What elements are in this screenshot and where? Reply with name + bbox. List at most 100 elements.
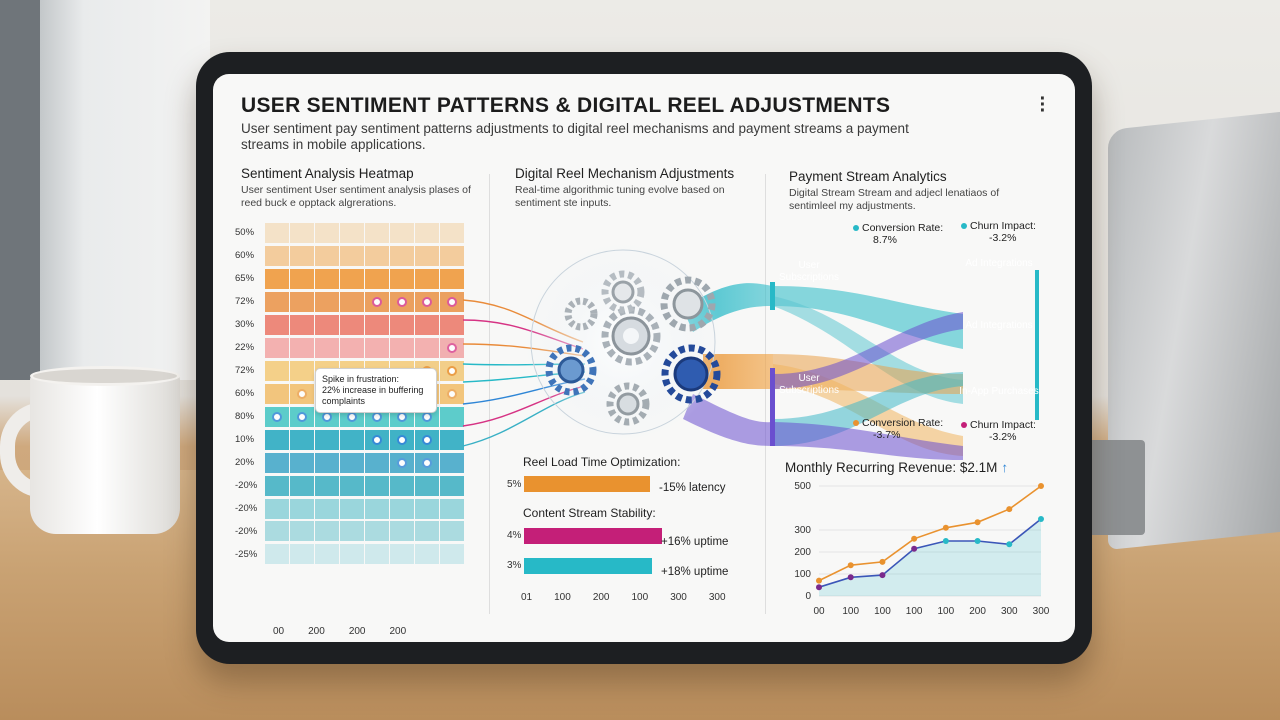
heatmap-marker (447, 342, 457, 353)
metric-value: -3.2% (989, 232, 1017, 244)
background-window (0, 0, 210, 380)
x-tick-label: 300 (1033, 606, 1050, 617)
heatmap-cell (390, 452, 414, 473)
heatmap-cell (265, 429, 289, 450)
metric-churn-top: Churn Impact: -3.2% (961, 220, 1036, 244)
heatmap-cell (315, 452, 339, 473)
dot-icon (853, 420, 859, 427)
window-frame (0, 0, 40, 380)
heatmap-cell (415, 544, 439, 565)
more-options-icon[interactable]: · · · (1039, 88, 1047, 122)
coffee-mug (30, 372, 180, 534)
heatmap-cell (315, 429, 339, 450)
y-tick-label: 500 (794, 481, 811, 492)
heatmap-cell (365, 429, 389, 450)
metric-label: Churn Impact: (970, 220, 1036, 232)
heatmap-row: 65% (235, 268, 465, 289)
heatmap-cell (265, 452, 289, 473)
heatmap-marker (447, 388, 457, 399)
heatmap-x-tick: 00 (273, 626, 285, 637)
data-point (816, 584, 822, 591)
heatmap-row: -20% (235, 521, 465, 542)
heatmap-cell (290, 337, 314, 358)
heatmap-marker (347, 411, 357, 422)
heatmap-marker (447, 296, 457, 307)
heatmap-cell (365, 268, 389, 289)
heatmap-cell (340, 245, 364, 266)
heatmap-cell (315, 337, 339, 358)
heatmap-row-label: -25% (235, 548, 258, 560)
heatmap-cell (440, 360, 464, 381)
metric-value: -3.2% (989, 431, 1017, 443)
heatmap-cell (415, 222, 439, 243)
bar-label-1: 5% (507, 479, 522, 490)
stability-value-1: +16% uptime (661, 536, 729, 548)
heatmap-cell (265, 521, 289, 542)
mechanism-title: Digital Reel Mechanism Adjustments (515, 166, 735, 181)
heatmap-cell (415, 337, 439, 358)
heatmap-cell (315, 268, 339, 289)
metric-conversion-top: Conversion Rate: 8.7% (853, 222, 943, 246)
data-point (847, 562, 854, 569)
heatmap-row: -20% (235, 498, 465, 519)
heatmap-cell (340, 291, 364, 312)
heatmap-row: 10% (235, 429, 465, 450)
mechanism-x-tick: 300 (708, 592, 726, 603)
gear-icon (545, 270, 721, 426)
load-time-bar (524, 476, 669, 492)
target-node-2: Ad Integrations (965, 320, 1033, 331)
heatmap-cell (365, 314, 389, 335)
metric-label: Conversion Rate: (862, 222, 944, 234)
load-time-bar-fill (524, 476, 651, 492)
heatmap-cell (315, 544, 339, 565)
heatmap-marker (397, 296, 407, 307)
heatmap-marker (372, 434, 382, 445)
heatmap-row: 50% (235, 222, 465, 243)
heatmap-cell (265, 406, 289, 427)
heatmap-cell (415, 268, 439, 289)
heatmap-cell (440, 291, 464, 312)
metric-value: -3.7% (873, 429, 901, 441)
heatmap-marker (422, 457, 432, 468)
heatmap-marker (322, 411, 332, 422)
data-point (974, 519, 981, 526)
heatmap-cell (365, 475, 389, 496)
stability-bar-2 (524, 558, 669, 574)
mechanism-x-tick: 200 (592, 592, 610, 603)
heatmap-cell (415, 429, 439, 450)
heatmap-cell (290, 222, 314, 243)
mechanism-subtitle: Real-time algorithmic tuning evolve base… (515, 184, 725, 209)
heatmap-cell (315, 222, 339, 243)
heatmap-cell (340, 521, 364, 542)
heatmap-cell (365, 291, 389, 312)
source-node-1: User Subscriptions (779, 260, 840, 283)
heatmap-row: -25% (235, 544, 465, 565)
heatmap-x-tick: 200 (389, 626, 407, 637)
heatmap-cell (390, 544, 414, 565)
heatmap-title: Sentiment Analysis Heatmap (241, 166, 414, 181)
heatmap-cell (390, 291, 414, 312)
heatmap-row-label: 60% (235, 250, 255, 262)
heatmap-cell (315, 245, 339, 266)
heatmap-cell (390, 498, 414, 519)
callout-line-1: Spike in frustration: (322, 374, 400, 384)
heatmap-cell (440, 475, 464, 496)
heatmap-x-axis: 00 200 200 200 (273, 626, 406, 637)
source-node-2: User Subscriptions (779, 373, 840, 396)
heatmap-cell (390, 521, 414, 542)
data-point (911, 545, 918, 552)
heatmap-cell (390, 245, 414, 266)
heatmap-cell (290, 245, 314, 266)
mechanism-x-tick: 300 (670, 592, 687, 603)
panel-divider-1 (489, 174, 490, 614)
heatmap-marker (397, 434, 407, 445)
mug-rim (30, 366, 180, 386)
heatmap-row: 20% (235, 452, 465, 473)
heatmap-row: 22% (235, 337, 465, 358)
heatmap-row: 72% (235, 291, 465, 312)
heatmap-marker (372, 296, 382, 307)
heatmap-cell (440, 521, 464, 542)
bar-label-3: 3% (507, 560, 522, 571)
heatmap-row-label: 72% (235, 365, 255, 377)
heatmap-cell (265, 268, 289, 289)
